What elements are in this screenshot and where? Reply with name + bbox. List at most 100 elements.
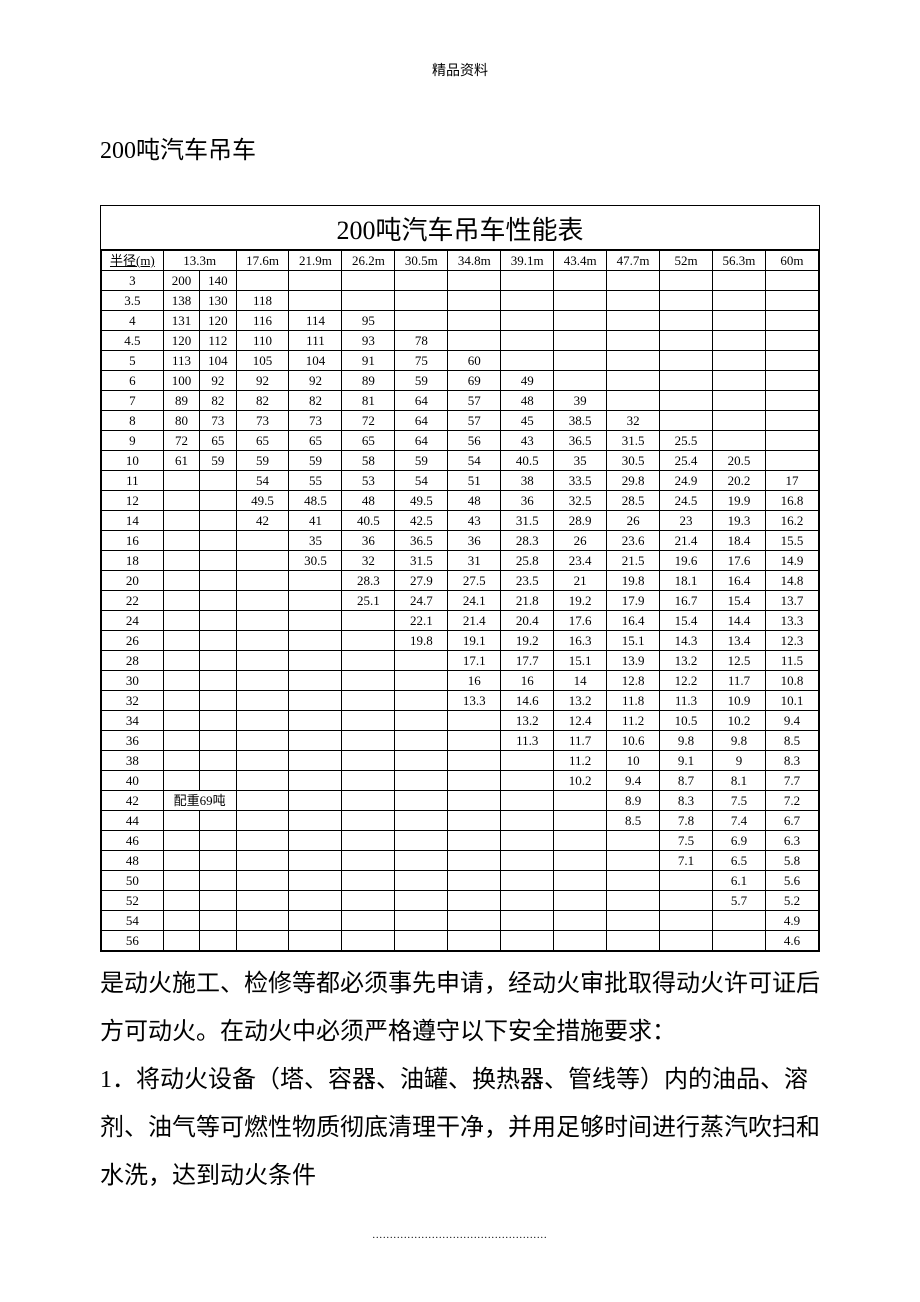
value-cell: 69 [448,371,501,391]
value-cell: 20.5 [712,451,765,471]
value-cell: 75 [395,351,448,371]
value-cell: 19.8 [395,631,448,651]
value-cell: 17.9 [607,591,660,611]
value-cell: 61 [163,451,199,471]
table-row: 4.51201121101119378 [102,331,819,351]
table-row: 2817.117.715.113.913.212.511.5 [102,651,819,671]
value-cell [200,891,236,911]
value-cell: 100 [163,371,199,391]
radius-cell: 40 [102,771,164,791]
value-cell: 配重69吨 [163,791,236,811]
value-cell: 104 [289,351,342,371]
value-cell: 82 [236,391,289,411]
value-cell: 38 [501,471,554,491]
table-row: 2422.121.420.417.616.415.414.413.3 [102,611,819,631]
value-cell: 93 [342,331,395,351]
value-cell [342,831,395,851]
value-cell: 25.5 [660,431,713,451]
value-cell [236,271,289,291]
value-cell [395,291,448,311]
value-cell: 43 [501,431,554,451]
value-cell [236,851,289,871]
value-cell: 12.2 [660,671,713,691]
radius-header-cell: 半径(m) [102,251,164,271]
value-cell [660,371,713,391]
value-cell: 16.8 [765,491,818,511]
value-cell [501,331,554,351]
value-cell: 7.5 [712,791,765,811]
value-cell: 8.5 [607,811,660,831]
value-cell: 28.9 [554,511,607,531]
value-cell: 7.7 [765,771,818,791]
value-cell: 11.7 [712,671,765,691]
performance-table-wrap: 200吨汽车吊车性能表 半径(m)13.3m17.6m21.9m26.2m30.… [100,205,820,952]
value-cell [342,731,395,751]
value-cell [289,671,342,691]
value-cell: 92 [200,371,236,391]
value-cell: 36 [342,531,395,551]
value-cell [395,831,448,851]
radius-cell: 56 [102,931,164,951]
value-cell [660,311,713,331]
value-cell: 200 [163,271,199,291]
value-cell: 6.9 [712,831,765,851]
value-cell [607,291,660,311]
table-row: 1830.53231.53125.823.421.519.617.614.9 [102,551,819,571]
value-cell [342,751,395,771]
radius-cell: 18 [102,551,164,571]
value-cell: 114 [289,311,342,331]
value-cell [289,691,342,711]
value-cell: 21.8 [501,591,554,611]
value-cell [607,911,660,931]
table-row: 3611.311.710.69.89.88.5 [102,731,819,751]
value-cell: 65 [200,431,236,451]
performance-table: 半径(m)13.3m17.6m21.9m26.2m30.5m34.8m39.1m… [101,250,819,951]
value-cell: 32 [607,411,660,431]
value-cell [765,331,818,351]
table-row: 2225.124.724.121.819.217.916.715.413.7 [102,591,819,611]
boom-length-header: 17.6m [236,251,289,271]
value-cell [163,831,199,851]
value-cell: 8.3 [660,791,713,811]
radius-cell: 34 [102,711,164,731]
document-title: 200吨汽车吊车 [100,130,820,165]
value-cell: 6.5 [712,851,765,871]
value-cell: 15.1 [607,631,660,651]
value-cell [289,631,342,651]
boom-length-header: 56.3m [712,251,765,271]
value-cell: 59 [395,451,448,471]
table-row: 4010.29.48.78.17.7 [102,771,819,791]
value-cell [200,611,236,631]
radius-cell: 38 [102,751,164,771]
value-cell: 31.5 [395,551,448,571]
value-cell [236,631,289,651]
value-cell: 13.7 [765,591,818,611]
value-cell [501,931,554,951]
value-cell: 23.6 [607,531,660,551]
value-cell: 9.4 [765,711,818,731]
table-row: 5113104105104917560 [102,351,819,371]
value-cell [712,391,765,411]
value-cell [395,651,448,671]
value-cell [501,891,554,911]
radius-cell: 5 [102,351,164,371]
table-row: 3.5138130118 [102,291,819,311]
value-cell [289,931,342,951]
radius-cell: 8 [102,411,164,431]
value-cell [712,911,765,931]
table-row: 1249.548.54849.5483632.528.524.519.916.8 [102,491,819,511]
table-row: 525.75.2 [102,891,819,911]
value-cell: 13.9 [607,651,660,671]
value-cell [200,811,236,831]
value-cell: 24.5 [660,491,713,511]
value-cell: 9.1 [660,751,713,771]
value-cell [236,871,289,891]
radius-cell: 16 [102,531,164,551]
value-cell [501,311,554,331]
value-cell: 12.5 [712,651,765,671]
value-cell: 22.1 [395,611,448,631]
value-cell [342,791,395,811]
value-cell [607,391,660,411]
value-cell [607,331,660,351]
boom-length-header: 21.9m [289,251,342,271]
